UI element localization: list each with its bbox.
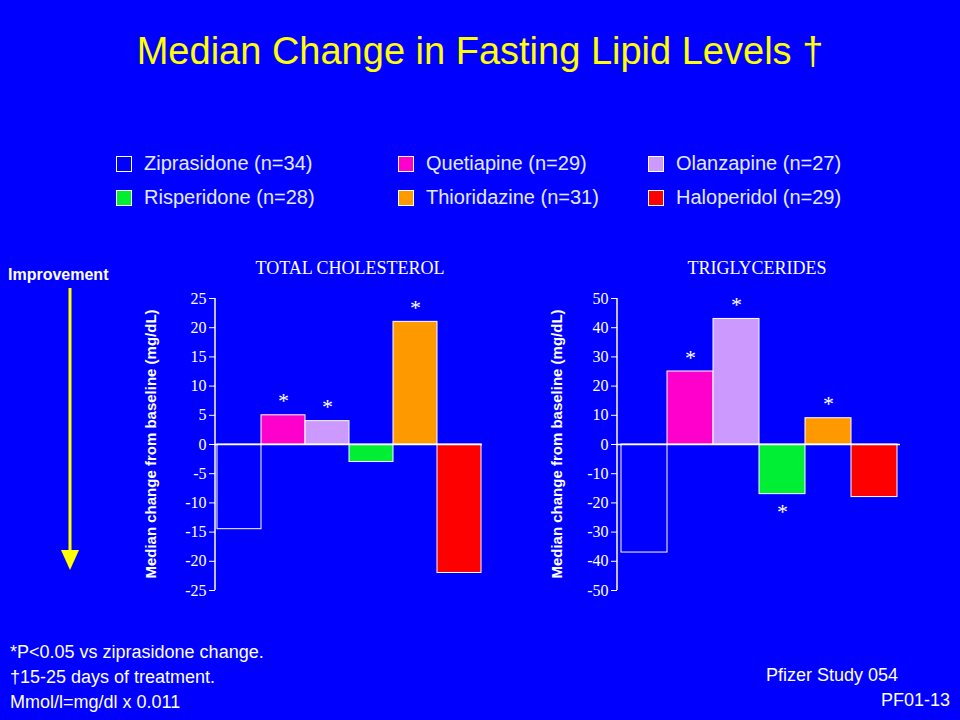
- html-text:PF01-13: PF01-13: [881, 690, 950, 710]
- html-text:TOTAL CHOLESTEROL: TOTAL CHOLESTEROL: [255, 258, 445, 278]
- html-text:Risperidone (n=28): Risperidone (n=28): [144, 186, 315, 208]
- svg-text:-40: -40: [587, 552, 608, 569]
- svg-text:-15: -15: [185, 523, 206, 540]
- html-text:Improvement: Improvement: [8, 266, 109, 283]
- svg-text:10: 10: [191, 377, 207, 394]
- svg-text:10: 10: [593, 406, 609, 423]
- html-text:Mmol/l=mg/dl x 0.011: Mmol/l=mg/dl x 0.011: [10, 692, 181, 712]
- svg-text:-5: -5: [193, 465, 206, 482]
- html-text:Haloperidol (n=29): Haloperidol (n=29): [676, 186, 842, 208]
- svg-text:*: *: [278, 388, 289, 413]
- svg-text:25: 25: [191, 290, 207, 307]
- svg-text:*: *: [410, 295, 421, 320]
- svg-text:-10: -10: [587, 465, 608, 482]
- svg-text:20: 20: [593, 377, 609, 394]
- svg-text:-20: -20: [587, 494, 608, 511]
- svg-text:-20: -20: [185, 552, 206, 569]
- html-text:Ziprasidone (n=34): Ziprasidone (n=34): [144, 152, 313, 174]
- svg-text:50: 50: [593, 290, 609, 307]
- svg-text:15: 15: [191, 348, 207, 365]
- svg-text:20: 20: [191, 319, 207, 336]
- html-text:†15-25 days of treatment.: †15-25 days of treatment.: [10, 667, 216, 687]
- html-text:Median change from baseline (m: Median change from baseline (mg/dL): [547, 309, 565, 579]
- svg-text:30: 30: [593, 348, 609, 365]
- svg-text:*: *: [731, 292, 742, 317]
- html-text:Median Change in Fasting Lipid: Median Change in Fasting Lipid Levels †: [136, 30, 824, 72]
- svg-text:*: *: [777, 499, 788, 524]
- svg-text:-25: -25: [185, 582, 206, 599]
- svg-text:0: 0: [199, 436, 207, 453]
- svg-text:*: *: [823, 391, 834, 416]
- svg-text:-30: -30: [587, 523, 608, 540]
- svg-text:0: 0: [601, 436, 609, 453]
- html-text:Thioridazine (n=31): Thioridazine (n=31): [426, 186, 599, 208]
- html-text:Pfizer Study 054: Pfizer Study 054: [765, 665, 898, 685]
- svg-text:*: *: [322, 394, 333, 419]
- svg-text:40: 40: [593, 319, 609, 336]
- html-text:TRIGLYCERIDES: TRIGLYCERIDES: [687, 258, 827, 278]
- svg-text:-50: -50: [587, 582, 608, 599]
- svg-text:-10: -10: [185, 494, 206, 511]
- html-text:*P<0.05 vs ziprasidone change.: *P<0.05 vs ziprasidone change.: [10, 642, 264, 662]
- html-text:Olanzapine (n=27): Olanzapine (n=27): [676, 152, 842, 174]
- svg-text:*: *: [685, 345, 696, 370]
- svg-text:5: 5: [199, 406, 207, 423]
- html-text:Quetiapine (n=29): Quetiapine (n=29): [426, 152, 587, 174]
- html-text:Median change from baseline (m: Median change from baseline (mg/dL): [141, 309, 159, 579]
